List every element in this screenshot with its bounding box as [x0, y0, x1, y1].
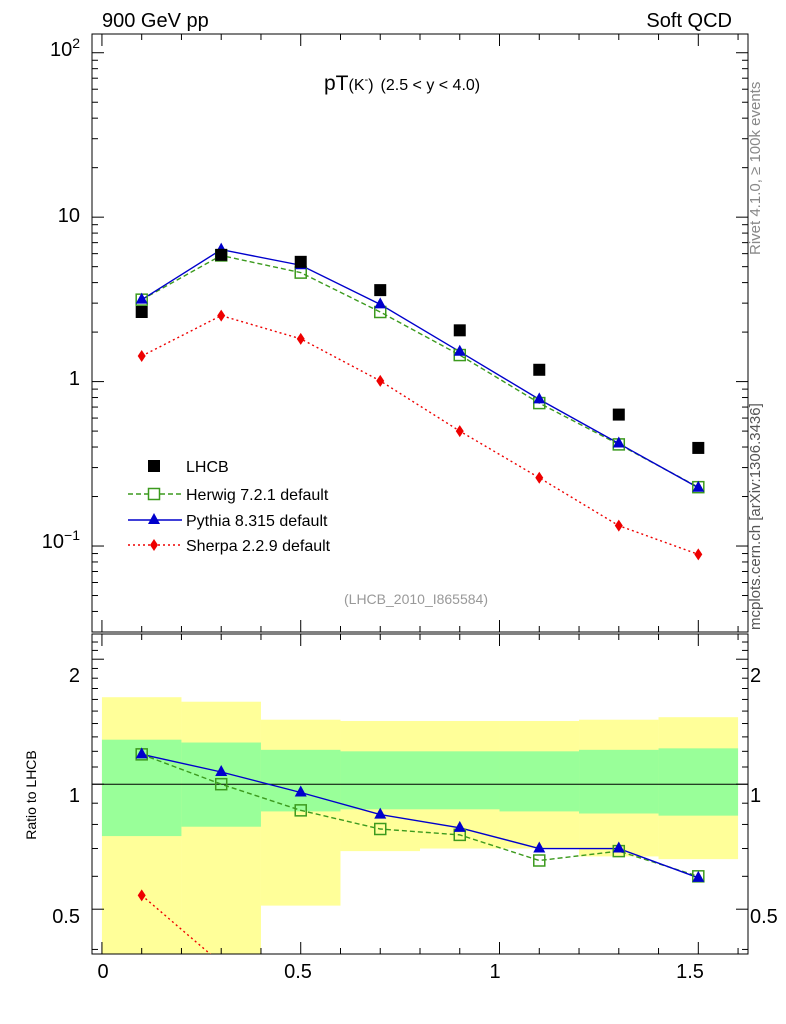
inner-band-bin [658, 748, 739, 816]
mcplots-credit-label: mcplots.cern.ch [arXiv:1306.3436] [747, 403, 764, 630]
sherpa-point [217, 957, 225, 969]
ratio-y-tick-label-0.5-right: 0.5 [750, 906, 778, 928]
sherpa-point [137, 889, 146, 902]
herwig-point [294, 804, 307, 817]
inner-band-bin [340, 751, 420, 810]
sherpa-point [455, 425, 464, 438]
pythia-point [135, 747, 148, 759]
sherpa-point [376, 1008, 384, 1020]
y-tick-label-100: 102 [50, 35, 80, 61]
pythia-line [141, 753, 699, 879]
sherpa-point [296, 332, 305, 345]
data-point [294, 255, 307, 268]
pythia-point [692, 870, 705, 882]
pythia-point [374, 297, 387, 309]
legend-label-herwig: Herwig 7.2.1 default [186, 487, 329, 504]
legend-marker-herwig [147, 487, 161, 501]
inner-band-bin [260, 749, 341, 812]
data-point [533, 363, 546, 376]
herwig-point [373, 822, 387, 836]
plot-title: pT(K-) (2.5 < y < 4.0) [324, 72, 480, 95]
ratio-y-tick-label-2: 2 [69, 665, 80, 687]
sherpa-point [376, 374, 385, 387]
y-tick-label-0.1: 10−1 [42, 527, 80, 553]
pythia-point [533, 841, 546, 853]
pythia-point [135, 292, 148, 304]
sherpa-point [217, 309, 226, 322]
herwig-line [141, 753, 699, 877]
pythia-point [612, 436, 625, 448]
data-point [135, 306, 148, 319]
pythia-line [141, 248, 699, 489]
pythia-point [374, 807, 387, 819]
legend-marker-lhcb [148, 460, 160, 472]
outer-band-bin [181, 701, 261, 954]
y-tick-label-10: 10 [58, 205, 80, 227]
ratio-uncertainty-bands [92, 697, 748, 954]
pythia-point [453, 344, 466, 356]
inner-band-bin [499, 751, 580, 812]
header-left-title: 900 GeV pp [102, 10, 209, 32]
x-tick-label-0: 0 [97, 961, 108, 983]
ratio-y-tick-label-1: 1 [69, 785, 80, 807]
legend-marker-sherpa [150, 539, 158, 551]
inner-band-bin [420, 751, 500, 810]
data-point [453, 324, 466, 337]
sherpa-point [297, 995, 305, 1007]
herwig-point [214, 777, 228, 791]
pythia-point [453, 820, 466, 832]
header-right-title: Soft QCD [646, 10, 732, 32]
ratio-plot-series [135, 747, 705, 1020]
legend: LHCB Herwig 7.2.1 default Pythia 8.315 d… [128, 459, 331, 555]
ratio-y-tick-label-0.5: 0.5 [52, 906, 80, 928]
axis-ticks [92, 34, 748, 954]
data-point [612, 408, 625, 421]
data-point [215, 248, 228, 261]
analysis-tag: (LHCB_2010_I865584) [344, 591, 488, 607]
sherpa-line [141, 314, 699, 556]
data-point [374, 284, 387, 297]
sherpa-point [137, 350, 146, 363]
pythia-point [294, 785, 307, 797]
sherpa-point [614, 519, 623, 532]
legend-label-lhcb: LHCB [186, 459, 229, 476]
pythia-point [692, 480, 705, 492]
x-tick-label-1: 1 [489, 961, 500, 983]
outer-band-bin [260, 719, 341, 906]
ratio-y-axis-label: Ratio to LHCB [23, 750, 39, 839]
data-point [692, 441, 705, 454]
herwig-point [533, 854, 546, 867]
sherpa-point [535, 471, 544, 484]
sherpa-point [694, 548, 703, 561]
ratio-y-tick-label-2-right: 2 [750, 665, 761, 687]
ratio-y-tick-label-1-right: 1 [750, 785, 761, 807]
legend-label-pythia: Pythia 8.315 default [186, 513, 328, 530]
legend-label-sherpa: Sherpa 2.2.9 default [186, 538, 331, 555]
x-tick-label-0.5: 0.5 [284, 961, 312, 983]
main-plot-series [135, 242, 705, 561]
y-tick-label-1: 1 [69, 368, 80, 390]
pythia-point [612, 841, 625, 853]
legend-marker-pythia [148, 513, 160, 524]
inner-band-bin [579, 749, 659, 814]
pythia-point [533, 392, 546, 404]
pythia-point [215, 764, 228, 776]
rivet-version-label: Rivet 4.1.0, ≥ 100k events [747, 82, 764, 255]
x-tick-label-1.5: 1.5 [676, 961, 704, 983]
herwig-line [141, 254, 699, 488]
